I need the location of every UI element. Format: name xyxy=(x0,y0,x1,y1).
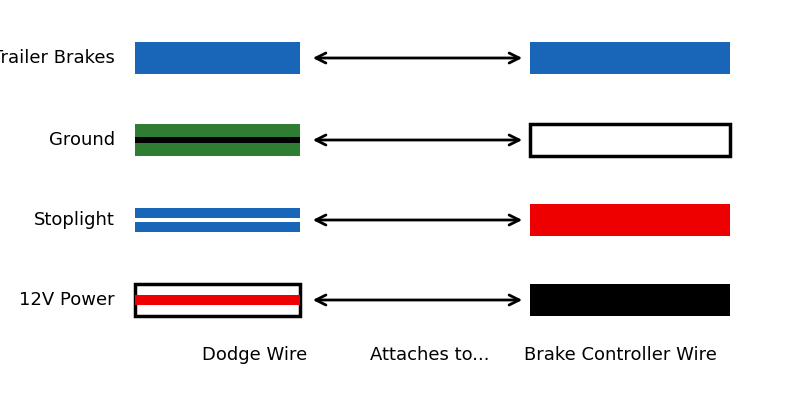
Bar xyxy=(530,284,730,316)
Bar xyxy=(135,222,300,232)
Text: Dodge Wire: Dodge Wire xyxy=(202,346,308,364)
Text: Stoplight: Stoplight xyxy=(34,211,115,229)
Bar xyxy=(530,42,730,74)
Text: 12V Power: 12V Power xyxy=(19,291,115,309)
Bar xyxy=(135,208,300,218)
Bar xyxy=(135,295,300,305)
Bar xyxy=(530,204,730,236)
Bar xyxy=(135,284,300,316)
Text: Ground: Ground xyxy=(49,131,115,149)
Text: Trailer Brakes: Trailer Brakes xyxy=(0,49,115,67)
Bar xyxy=(135,137,300,143)
Text: Attaches to...: Attaches to... xyxy=(370,346,490,364)
Text: Brake Controller Wire: Brake Controller Wire xyxy=(523,346,717,364)
Bar xyxy=(135,42,300,74)
Bar xyxy=(135,124,300,156)
Bar xyxy=(530,124,730,156)
